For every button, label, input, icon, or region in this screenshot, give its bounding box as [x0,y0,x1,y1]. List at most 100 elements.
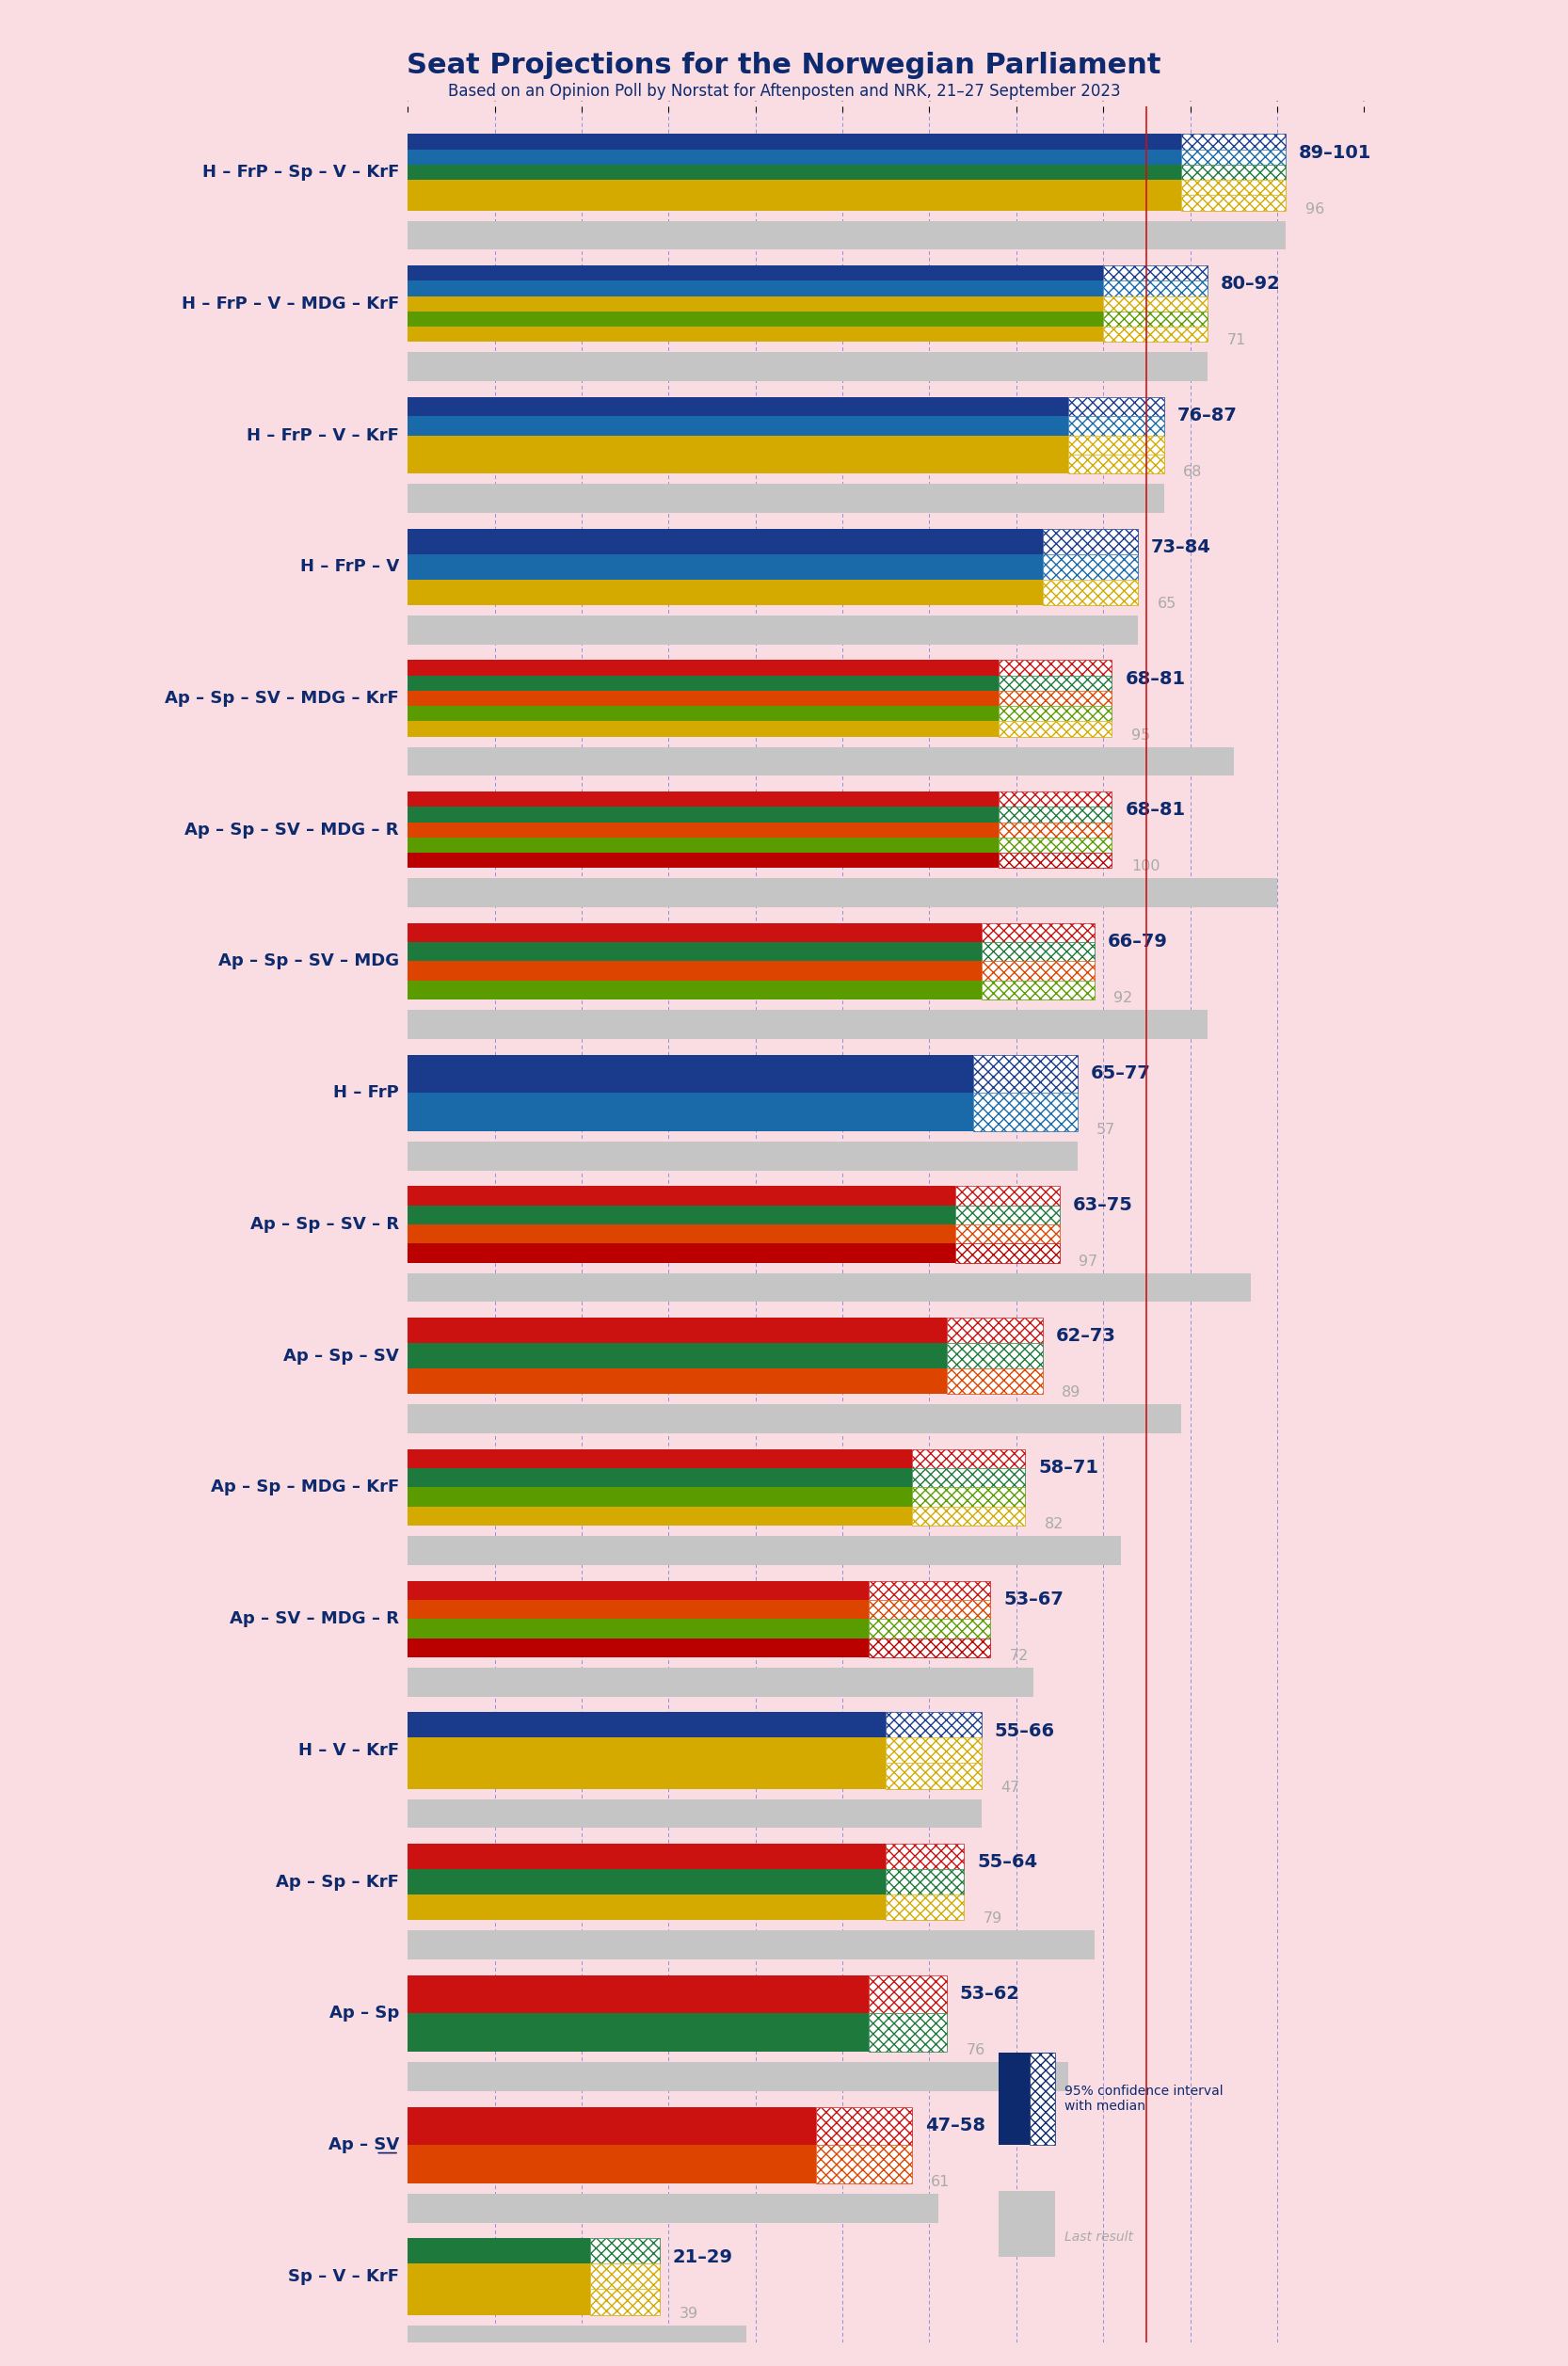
Bar [408,1798,982,1829]
Bar [1104,312,1207,327]
Bar [408,265,1104,282]
Bar [408,1405,1182,1434]
Bar [947,1368,1043,1394]
Bar [972,1093,1077,1131]
Bar [408,220,1286,251]
Text: H – FrP: H – FrP [334,1084,398,1100]
Bar [913,1507,1025,1526]
Bar [1182,180,1286,194]
Bar [408,1010,1207,1039]
Bar [955,1204,1060,1226]
Bar [408,852,999,868]
Bar [1182,180,1286,194]
Text: Ap – Sp – MDG – KrF: Ap – Sp – MDG – KrF [210,1479,398,1495]
Bar [955,1245,1060,1263]
Text: 47: 47 [1000,1779,1019,1793]
Bar [913,1450,1025,1469]
Text: 89–101: 89–101 [1298,144,1372,161]
Bar [408,1507,913,1526]
Bar [1182,149,1286,166]
Bar [869,1599,991,1618]
Bar [982,923,1094,942]
Text: Based on an Opinion Poll by Norstat for Aftenposten and NRK, 21–27 September 202: Based on an Opinion Poll by Norstat for … [448,83,1120,99]
Bar [408,397,1068,416]
Bar [408,528,1043,554]
Bar [590,2264,660,2290]
Bar [955,1245,1060,1263]
Bar [1182,135,1286,149]
Bar [408,327,1104,343]
Text: 96: 96 [1305,201,1323,215]
Bar [817,2146,913,2184]
Text: 76: 76 [966,2044,985,2058]
Bar [999,705,1112,722]
Text: 95: 95 [1131,729,1151,743]
Bar [869,1618,991,1637]
Bar [408,1140,1077,1171]
Bar [972,1055,1077,1093]
Text: Sp – V – KrF: Sp – V – KrF [289,2269,398,2286]
Text: 65–77: 65–77 [1090,1065,1151,1081]
Bar [1104,327,1207,343]
Bar [869,1976,947,2013]
Bar [408,1488,913,1507]
Bar [1182,135,1286,149]
Bar [886,1737,982,1763]
Bar [590,2290,660,2314]
Text: 68: 68 [1184,466,1203,480]
Bar [408,838,999,852]
Bar [999,660,1112,674]
Bar [408,194,1182,211]
Text: 47–58: 47–58 [925,2118,985,2134]
Bar [408,980,982,998]
Bar [886,1843,964,1869]
Bar [1104,282,1207,296]
Bar [1068,435,1163,454]
Text: 21–29: 21–29 [673,2248,734,2267]
Bar [947,1318,1043,1344]
Bar [982,942,1094,961]
Bar [408,1580,869,1599]
Bar [999,2191,1055,2257]
Bar [1068,416,1163,435]
Bar [999,2054,1055,2146]
Bar [408,1093,972,1131]
Bar [913,1450,1025,1469]
Text: 57: 57 [1096,1121,1115,1136]
Bar [408,2013,869,2051]
Bar [408,2193,938,2222]
Bar [886,1895,964,1921]
Bar [590,2238,660,2264]
Text: 62–73: 62–73 [1055,1327,1115,1346]
Text: 82: 82 [1044,1517,1063,1531]
Text: Ap – Sp: Ap – Sp [329,2004,398,2023]
Bar [408,1368,947,1394]
Text: 80–92: 80–92 [1220,274,1281,293]
Bar [1182,166,1286,180]
Bar [982,961,1094,980]
Bar [982,980,1094,998]
Bar [886,1869,964,1895]
Bar [1068,397,1163,416]
Bar [408,722,999,736]
Text: 61: 61 [931,2174,950,2189]
Text: Ap – Sp – SV – MDG – R: Ap – Sp – SV – MDG – R [185,821,398,838]
Bar [408,1737,886,1763]
Bar [590,2264,660,2290]
Bar [886,1869,964,1895]
Text: 72: 72 [1010,1649,1029,1663]
Bar [408,923,982,942]
Text: Ap – Sp – KrF: Ap – Sp – KrF [276,1874,398,1890]
Bar [955,1185,1060,1204]
Bar [869,2013,947,2051]
Bar [1043,528,1138,554]
Bar [408,1055,972,1093]
Bar [408,1318,947,1344]
Bar [982,923,1094,942]
Text: 100: 100 [1131,859,1160,873]
Bar [999,793,1112,807]
Bar [1104,265,1207,282]
Bar [972,1055,1077,1093]
Text: 79: 79 [983,1912,1002,1926]
Bar [1068,435,1163,454]
